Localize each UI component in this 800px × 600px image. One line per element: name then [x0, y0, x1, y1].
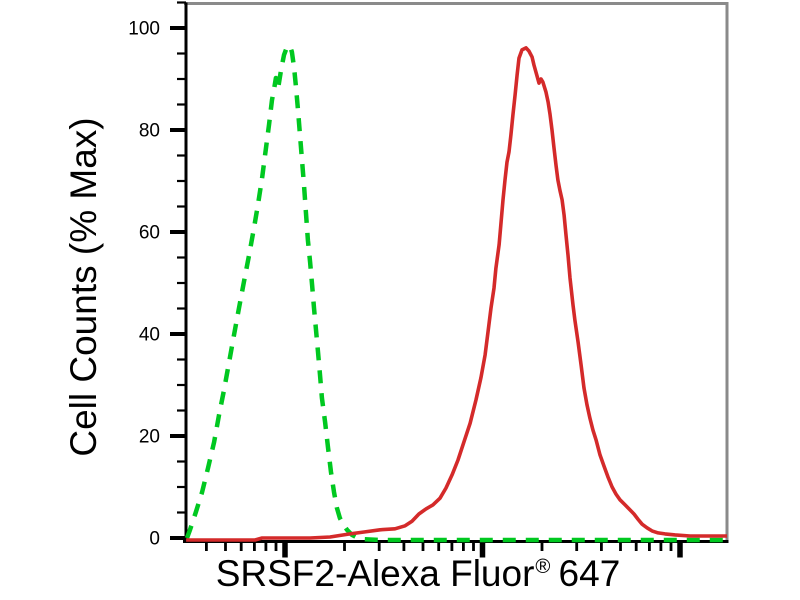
x-axis-label-suffix: 647: [558, 553, 621, 594]
registered-trademark-icon: ®: [535, 555, 551, 578]
negative-control-curve: [184, 43, 727, 543]
y-axis-label: Cell Counts (% Max): [63, 117, 104, 457]
x-axis-label: SRSF2-Alexa Fluor® 647: [196, 552, 640, 596]
srsf2-stained-curve: [186, 46, 727, 542]
x-axis: [183, 540, 729, 558]
y-tick-label: 80: [139, 121, 160, 142]
y-tick-label: 0: [149, 529, 160, 550]
series-curves: [184, 43, 727, 543]
plot-frame: [184, 2, 729, 543]
x-axis-label-main: SRSF2-Alexa Fluor: [215, 553, 535, 594]
y-tick-label: 100: [128, 19, 160, 40]
y-tick-label: 40: [139, 325, 160, 346]
y-axis: 0 20 40 60 80 100: [128, 1, 188, 550]
y-tick-label: 20: [139, 427, 160, 448]
y-tick-label: 60: [139, 223, 160, 244]
